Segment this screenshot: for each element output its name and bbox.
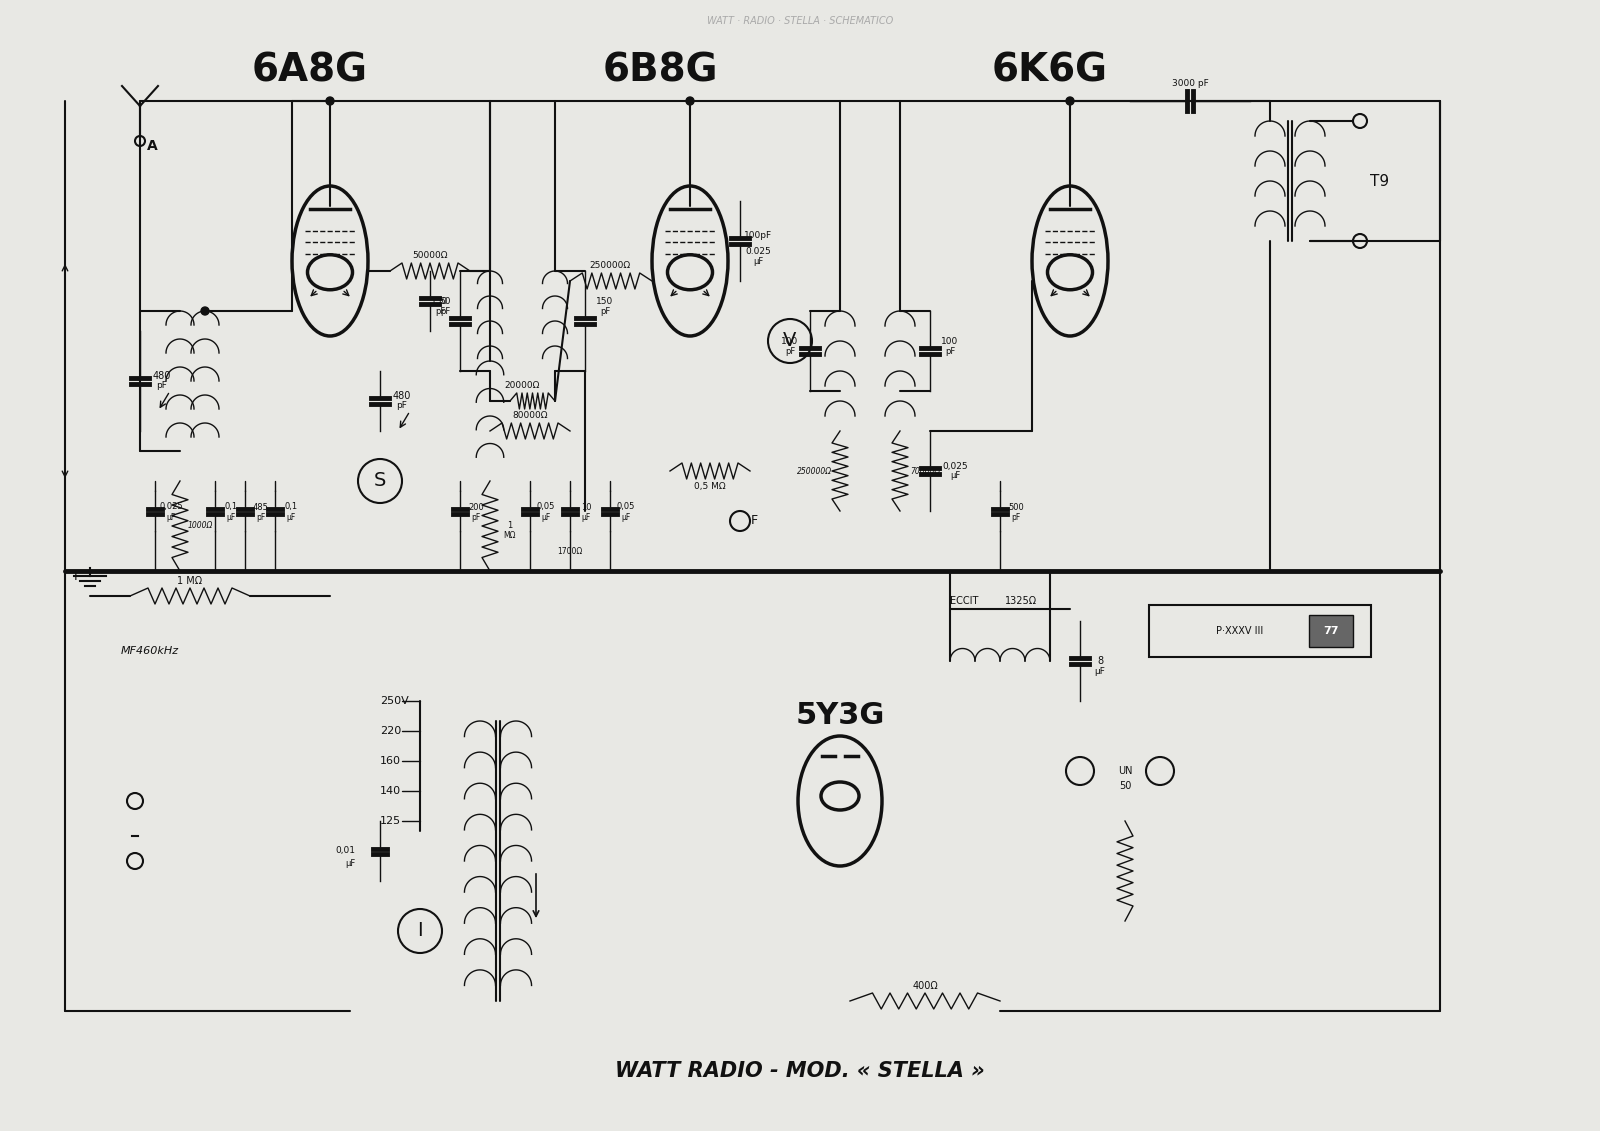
Circle shape (686, 97, 694, 105)
Text: 0,05: 0,05 (618, 502, 635, 511)
Text: µF: µF (950, 472, 960, 481)
Text: µF: µF (581, 512, 590, 521)
Text: 1325Ω: 1325Ω (1005, 596, 1037, 606)
Text: 80000Ω: 80000Ω (512, 412, 547, 421)
Text: 140: 140 (381, 786, 402, 796)
Text: 160: 160 (381, 756, 402, 766)
Text: 200: 200 (469, 502, 483, 511)
Text: µF: µF (541, 512, 550, 521)
Text: 8: 8 (1098, 656, 1102, 666)
Text: 250000Ω: 250000Ω (797, 466, 832, 475)
Text: 1000Ω: 1000Ω (187, 521, 213, 530)
Text: 0,5 MΩ: 0,5 MΩ (694, 482, 726, 491)
Text: 0,1: 0,1 (285, 502, 298, 511)
Text: 220: 220 (381, 726, 402, 736)
Text: µF: µF (286, 512, 296, 521)
Text: 0,05: 0,05 (538, 502, 555, 511)
Text: 125: 125 (381, 815, 402, 826)
Text: 0,025: 0,025 (942, 461, 968, 470)
Text: 1 MΩ: 1 MΩ (178, 576, 203, 586)
Text: 70000Ω: 70000Ω (910, 466, 941, 475)
Text: MΩ: MΩ (504, 532, 517, 541)
Text: pF: pF (256, 512, 266, 521)
Text: 6K6G: 6K6G (992, 52, 1107, 90)
Text: 77: 77 (1323, 625, 1339, 636)
Text: 150: 150 (597, 296, 614, 305)
Text: pF: pF (435, 307, 445, 316)
Text: pF: pF (440, 307, 450, 316)
Text: 100: 100 (781, 337, 798, 345)
Circle shape (1066, 97, 1074, 105)
Text: µF: µF (166, 512, 176, 521)
Text: µF: µF (344, 858, 355, 867)
Text: F: F (750, 515, 757, 527)
Text: 3000 pF: 3000 pF (1171, 78, 1208, 87)
Text: V: V (784, 331, 797, 351)
Text: S: S (374, 472, 386, 491)
Text: pF: pF (1011, 512, 1021, 521)
Text: 50: 50 (440, 296, 451, 305)
Text: 6A8G: 6A8G (253, 52, 368, 90)
Text: 0,01: 0,01 (334, 846, 355, 855)
Text: ECCIT: ECCIT (950, 596, 978, 606)
Text: 1: 1 (507, 521, 512, 530)
Text: 480: 480 (154, 371, 171, 381)
Text: 485: 485 (253, 502, 269, 511)
Text: 400Ω: 400Ω (912, 981, 938, 991)
Text: 1700Ω: 1700Ω (557, 546, 582, 555)
Text: 250000Ω: 250000Ω (589, 261, 630, 270)
Text: pF: pF (397, 402, 408, 411)
Text: P·XXXV III: P·XXXV III (1216, 625, 1264, 636)
Text: WATT · RADIO · STELLA · SCHEMATICO: WATT · RADIO · STELLA · SCHEMATICO (707, 16, 893, 26)
Text: µF: µF (226, 512, 235, 521)
Text: A: A (147, 139, 157, 153)
Text: 6B8G: 6B8G (602, 52, 718, 90)
Text: 5Y3G: 5Y3G (795, 701, 885, 731)
Text: 50: 50 (1118, 782, 1131, 791)
Text: T9: T9 (1371, 173, 1389, 189)
Text: 250V: 250V (381, 696, 408, 706)
Text: 10: 10 (581, 502, 592, 511)
Text: 20000Ω: 20000Ω (506, 381, 541, 390)
Text: pF: pF (946, 346, 955, 355)
Text: 150: 150 (432, 296, 448, 305)
Text: 0,025: 0,025 (158, 502, 182, 511)
Text: 480: 480 (394, 391, 411, 402)
Text: pF: pF (786, 346, 795, 355)
Text: I: I (418, 922, 422, 941)
Text: 100: 100 (941, 337, 958, 345)
Text: 100pF: 100pF (744, 232, 773, 241)
Text: WATT RADIO - MOD. « STELLA »: WATT RADIO - MOD. « STELLA » (614, 1061, 986, 1081)
Text: 50000Ω: 50000Ω (413, 251, 448, 260)
Text: UN: UN (1118, 766, 1133, 776)
Text: pF: pF (600, 307, 610, 316)
Text: T: T (72, 570, 80, 582)
Text: pF: pF (472, 512, 480, 521)
Circle shape (202, 307, 210, 316)
FancyBboxPatch shape (1309, 615, 1354, 647)
Circle shape (326, 97, 334, 105)
Text: pF: pF (157, 381, 168, 390)
Text: µF: µF (1094, 666, 1106, 675)
Text: µF: µF (754, 257, 763, 266)
Text: MF460kHz: MF460kHz (122, 646, 179, 656)
Text: µF: µF (621, 512, 630, 521)
Text: 0.025: 0.025 (746, 247, 771, 256)
Text: 500: 500 (1008, 502, 1024, 511)
Text: 0,1: 0,1 (224, 502, 237, 511)
